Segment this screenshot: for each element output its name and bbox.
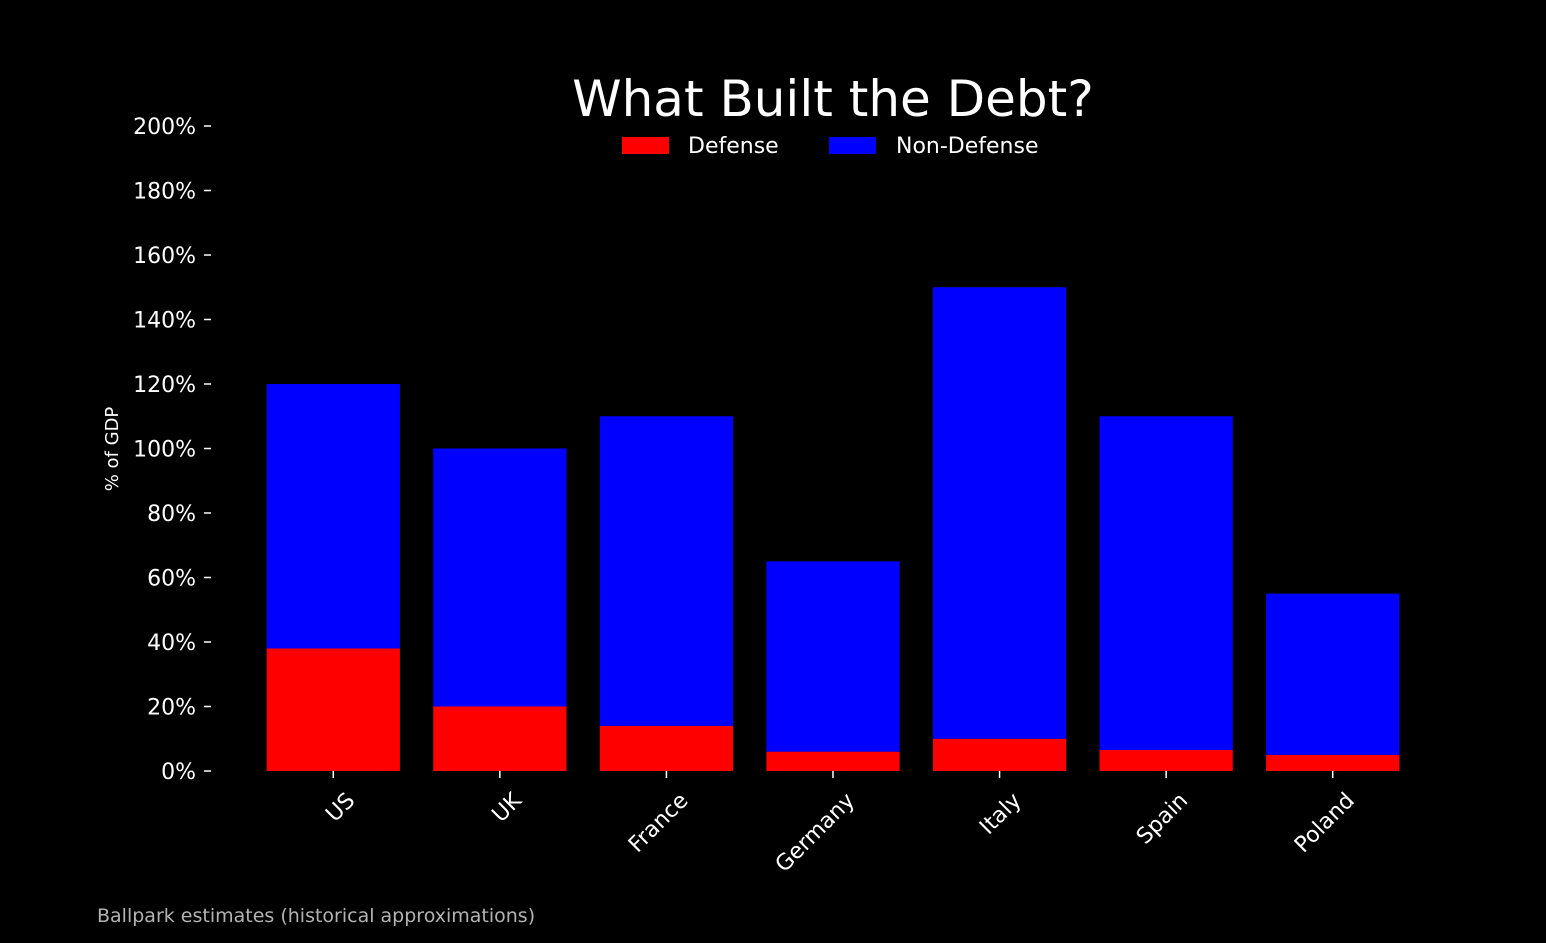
x-tick-label: Italy bbox=[975, 788, 1026, 839]
y-axis-label: % of GDP bbox=[102, 407, 123, 492]
y-tick-label: 160% bbox=[133, 244, 196, 269]
bar-defense-italy bbox=[932, 738, 1067, 771]
bar-non-defense-spain bbox=[1099, 416, 1233, 751]
bar-defense-uk bbox=[433, 706, 567, 771]
x-axis: US UK France Germany Italy Spain Poland bbox=[321, 771, 1360, 877]
bar-defense-spain bbox=[1099, 750, 1233, 771]
bar-non-defense-france bbox=[599, 416, 734, 726]
bar-non-defense-poland bbox=[1266, 593, 1400, 755]
bar-defense-poland bbox=[1266, 754, 1400, 771]
y-tick-label: 180% bbox=[133, 180, 196, 205]
bar-non-defense-us bbox=[266, 384, 400, 649]
x-tick-label: UK bbox=[488, 788, 528, 828]
bar-non-defense-uk bbox=[433, 448, 567, 707]
legend-label-non-defense: Non-Defense bbox=[896, 134, 1039, 159]
y-tick-label: 120% bbox=[133, 373, 196, 398]
y-tick-label: 40% bbox=[147, 631, 196, 656]
y-tick-label: 60% bbox=[147, 567, 196, 592]
footnote: Ballpark estimates (historical approxima… bbox=[97, 905, 536, 927]
x-tick-label: US bbox=[321, 788, 360, 827]
x-tick-label: Germany bbox=[771, 788, 860, 877]
y-tick-label: 200% bbox=[133, 115, 196, 140]
bar-non-defense-germany bbox=[766, 561, 900, 752]
bar-defense-france bbox=[599, 725, 734, 771]
y-tick-label: 140% bbox=[133, 309, 196, 334]
bar-defense-us bbox=[266, 648, 400, 771]
x-tick-label: Poland bbox=[1290, 788, 1360, 858]
y-tick-label: 20% bbox=[147, 696, 196, 721]
legend-label-defense: Defense bbox=[688, 134, 779, 159]
legend-swatch-defense bbox=[622, 137, 669, 154]
y-axis: 0% 20% 40% 60% 80% 100% 120% 140% 160% 180% 200% bbox=[133, 115, 211, 785]
x-tick-label: France bbox=[624, 788, 693, 857]
y-tick-label: 0% bbox=[161, 760, 196, 785]
y-tick-label: 80% bbox=[147, 502, 196, 527]
bars bbox=[266, 287, 1400, 771]
legend-swatch-non-defense bbox=[829, 137, 876, 154]
legend: Defense Non-Defense bbox=[622, 134, 1039, 159]
y-tick-label: 100% bbox=[133, 438, 196, 463]
chart-title: What Built the Debt? bbox=[572, 70, 1094, 128]
x-tick-label: Spain bbox=[1132, 788, 1193, 849]
bar-defense-germany bbox=[766, 751, 900, 771]
bar-non-defense-italy bbox=[932, 287, 1067, 739]
